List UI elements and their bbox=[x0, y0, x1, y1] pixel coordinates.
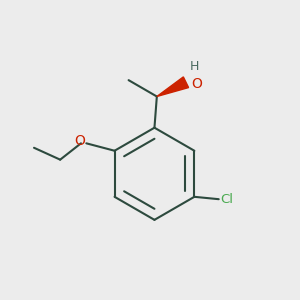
Polygon shape bbox=[157, 77, 189, 97]
Text: Cl: Cl bbox=[220, 193, 233, 206]
Text: O: O bbox=[74, 134, 85, 148]
Text: O: O bbox=[191, 77, 202, 91]
Text: H: H bbox=[190, 60, 200, 73]
